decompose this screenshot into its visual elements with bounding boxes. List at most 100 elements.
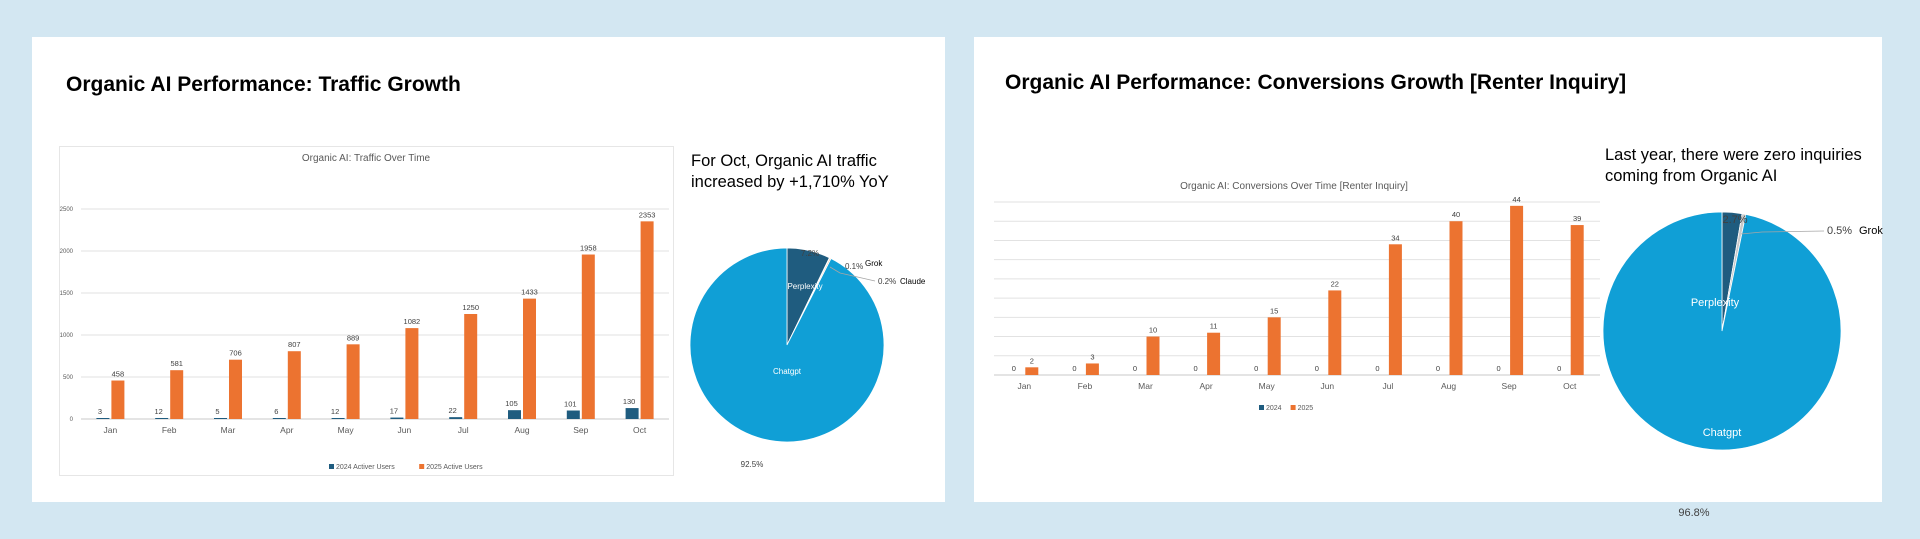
bar-2025 xyxy=(1510,205,1524,375)
data-label: 2 xyxy=(1030,356,1034,365)
conversion-pie-chart: Chatgpt Perplexity 96.8% 2.7% 0.5% Grok xyxy=(1602,211,1883,519)
pie-value-label: 96.8% xyxy=(1678,507,1709,519)
pie-value-label: 7.2% xyxy=(801,249,819,258)
legend-swatch xyxy=(419,464,425,469)
data-label: 1082 xyxy=(404,317,421,326)
x-tick-label: Jul xyxy=(1382,381,1393,391)
data-label: 0 xyxy=(1012,364,1016,373)
x-tick-label: Oct xyxy=(1563,381,1577,391)
x-tick-label: Jan xyxy=(104,425,118,435)
traffic-pie-chart: Chatgpt Perplexity 92.5% 7.2% 0.1% Grok 0.2% Cl… xyxy=(689,247,926,469)
data-label: 3 xyxy=(98,407,102,416)
pie-slice-chatgpt xyxy=(689,247,885,443)
x-tick-label: May xyxy=(1259,381,1276,391)
data-label: 0 xyxy=(1375,364,1379,373)
data-label: 22 xyxy=(1331,279,1339,288)
x-tick-label: Mar xyxy=(1138,381,1153,391)
pie-category-label: Grok xyxy=(865,259,883,268)
x-tick-label: Mar xyxy=(221,425,236,435)
panel-title: Organic AI Performance: Conversions Grow… xyxy=(1005,71,1627,94)
pie-value-label: 0.5% xyxy=(1827,225,1852,237)
bar-2025 xyxy=(640,221,654,419)
bar-2024 xyxy=(508,410,521,419)
panel-title: Organic AI Performance: Traffic Growth xyxy=(66,73,461,96)
data-label: 0 xyxy=(1436,364,1440,373)
conversion-callout: Last year, there were zero inquiries com… xyxy=(1605,145,1862,187)
x-tick-label: Sep xyxy=(573,425,588,435)
bar-2025 xyxy=(346,344,360,419)
data-label: 807 xyxy=(288,340,301,349)
pie-value-label: 0.2% xyxy=(878,277,896,286)
bar-2024 xyxy=(272,418,286,419)
legend-swatch xyxy=(1259,405,1264,410)
bar-2024 xyxy=(625,408,639,419)
x-tick-label: Jun xyxy=(398,425,412,435)
x-tick-label: Oct xyxy=(633,425,647,435)
data-label: 581 xyxy=(170,359,183,368)
data-label: 44 xyxy=(1512,195,1520,204)
bar-2025 xyxy=(1267,317,1281,375)
bar-2025 xyxy=(170,370,184,419)
data-label: 0 xyxy=(1557,364,1561,373)
legend-swatch xyxy=(329,464,334,469)
conversions-growth-panel: Organic AI Performance: Conversions Grow… xyxy=(974,37,1883,519)
data-label: 10 xyxy=(1149,326,1157,335)
y-tick-label: 1000 xyxy=(60,333,74,339)
x-tick-label: Apr xyxy=(280,425,293,435)
bar-2025 xyxy=(1207,332,1221,375)
data-label: 1433 xyxy=(521,288,538,297)
leader-line xyxy=(1740,230,1825,235)
bar-2025 xyxy=(1025,367,1039,375)
y-tick-label: 0 xyxy=(70,417,74,423)
x-tick-label: Feb xyxy=(1078,381,1093,391)
data-label: 1250 xyxy=(462,303,479,312)
data-label: 15 xyxy=(1270,306,1278,315)
bar-2025 xyxy=(464,314,478,419)
chart-title: Organic AI: Conversions Over Time [Rente… xyxy=(1180,181,1408,192)
bar-2025 xyxy=(111,380,125,419)
bar-2025 xyxy=(581,254,595,419)
data-label: 6 xyxy=(274,407,278,416)
pie-category-label: Claude xyxy=(900,277,926,286)
y-tick-label: 2000 xyxy=(60,249,74,255)
legend-swatch xyxy=(1290,405,1296,410)
pie-category-label: Perplexity xyxy=(787,282,822,291)
bar-2025 xyxy=(523,298,536,419)
x-tick-label: Jul xyxy=(458,425,469,435)
data-label: 706 xyxy=(229,349,242,358)
pie-category-label: Perplexity xyxy=(1691,297,1740,309)
data-label: 0 xyxy=(1315,364,1319,373)
data-label: 22 xyxy=(449,406,457,415)
bar-2025 xyxy=(229,359,242,419)
pie-category-label: Grok xyxy=(1859,225,1883,237)
bar-2024 xyxy=(96,418,110,419)
y-tick-label: 1500 xyxy=(60,291,74,297)
data-label: 39 xyxy=(1573,214,1581,223)
data-label: 3 xyxy=(1090,352,1094,361)
pie-category-label: Chatgpt xyxy=(1703,427,1742,439)
data-label: 12 xyxy=(331,407,339,416)
data-label: 1958 xyxy=(580,244,597,253)
x-tick-label: Aug xyxy=(514,425,529,435)
bar-2025 xyxy=(1449,221,1463,375)
pie-value-label: 0.1% xyxy=(845,262,863,271)
y-tick-label: 500 xyxy=(63,375,74,381)
pie-value-label: 92.5% xyxy=(741,460,764,469)
bar-2024 xyxy=(449,417,463,419)
x-tick-label: Feb xyxy=(162,425,177,435)
data-label: 889 xyxy=(347,333,360,342)
bar-2024 xyxy=(390,417,404,419)
x-tick-label: Jun xyxy=(1320,381,1334,391)
data-label: 0 xyxy=(1133,364,1137,373)
pie-category-label: Chatgpt xyxy=(773,367,802,376)
callout-line: increased by +1,710% YoY xyxy=(691,173,889,191)
data-label: 34 xyxy=(1391,233,1399,242)
bar-2025 xyxy=(1388,244,1402,375)
legend-label: 2025 xyxy=(1298,405,1314,412)
data-label: 105 xyxy=(505,399,518,408)
bar-2025 xyxy=(1146,336,1160,375)
data-label: 12 xyxy=(155,407,163,416)
bar-2024 xyxy=(214,418,227,419)
data-label: 0 xyxy=(1072,364,1076,373)
legend-label: 2024 xyxy=(1266,405,1282,412)
